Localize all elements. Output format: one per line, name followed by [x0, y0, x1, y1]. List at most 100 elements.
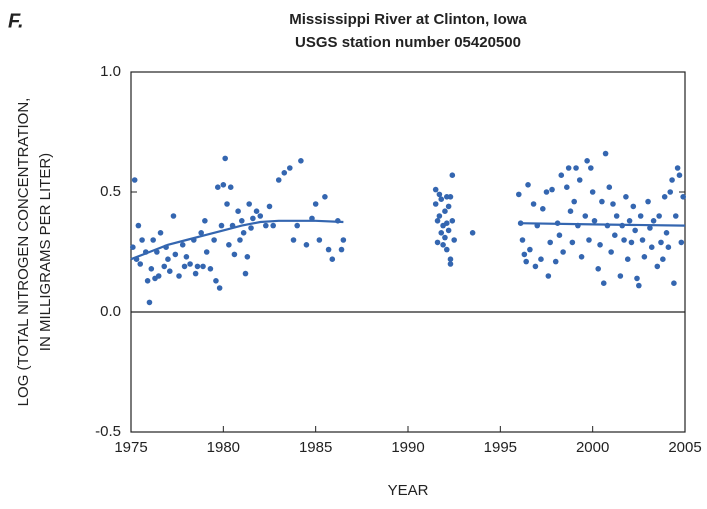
data-point — [610, 201, 616, 207]
data-point — [538, 256, 544, 263]
data-point — [628, 239, 635, 246]
data-point — [519, 237, 526, 243]
data-point — [203, 249, 210, 255]
data-point — [560, 249, 566, 255]
data-point — [222, 155, 228, 162]
x-tick-label: 2005 — [668, 439, 701, 456]
data-point — [294, 222, 301, 229]
data-point — [172, 251, 179, 258]
data-point — [654, 263, 661, 270]
data-point — [298, 158, 304, 164]
data-point — [150, 237, 156, 243]
data-point — [549, 186, 555, 193]
data-point — [599, 198, 605, 205]
data-point — [434, 218, 441, 224]
data-point — [165, 256, 171, 263]
data-point — [239, 218, 245, 224]
data-point — [187, 261, 193, 267]
data-point — [200, 263, 206, 270]
panel-label: F. — [8, 10, 24, 32]
data-point — [211, 237, 217, 243]
data-point — [226, 242, 232, 248]
data-point — [632, 227, 638, 234]
data-point — [658, 239, 664, 246]
data-point — [641, 253, 648, 260]
data-point — [155, 273, 162, 279]
data-point — [558, 172, 565, 178]
x-tick-label: 1985 — [299, 439, 332, 456]
data-point — [139, 237, 145, 243]
data-point — [257, 213, 264, 219]
data-point — [674, 165, 681, 171]
data-point — [263, 222, 269, 229]
data-point — [516, 191, 522, 198]
data-point — [521, 251, 528, 258]
data-point — [523, 258, 529, 265]
data-point — [130, 244, 136, 250]
data-point — [545, 273, 552, 279]
data-point — [329, 256, 336, 263]
y-tick-label: 0.5 — [100, 183, 121, 200]
data-point — [586, 237, 592, 243]
data-point — [540, 206, 546, 212]
data-point — [443, 246, 450, 253]
data-point — [656, 213, 662, 219]
data-point — [202, 218, 208, 224]
data-point — [527, 246, 533, 253]
data-point — [676, 172, 683, 178]
data-point — [325, 246, 332, 253]
data-point — [316, 237, 323, 243]
data-point — [340, 237, 347, 243]
data-point — [250, 215, 256, 222]
data-point — [281, 170, 288, 176]
y-tick-label: 0.0 — [100, 303, 121, 320]
y-axis-label: IN MILLIGRAMS PER LITER) — [37, 153, 54, 351]
data-point — [663, 230, 670, 236]
data-point — [220, 182, 227, 188]
data-point — [179, 242, 186, 248]
data-point — [442, 208, 448, 214]
data-point — [623, 194, 629, 200]
data-point — [449, 218, 456, 224]
data-point — [680, 194, 686, 200]
data-point — [595, 266, 602, 272]
data-point — [443, 220, 450, 226]
data-point — [207, 266, 214, 272]
data-point — [556, 232, 563, 238]
data-point — [338, 246, 345, 253]
data-point — [436, 191, 443, 198]
data-point — [565, 165, 572, 171]
data-point — [584, 158, 590, 164]
data-point — [613, 213, 620, 219]
data-point — [449, 172, 456, 178]
data-point — [235, 208, 241, 214]
data-point — [451, 237, 457, 243]
chart-title: Mississippi River at Clinton, Iowa — [289, 11, 527, 28]
data-point — [214, 184, 221, 190]
data-point — [447, 261, 454, 267]
data-point — [432, 201, 439, 207]
data-point — [606, 184, 613, 190]
x-tick-label: 1990 — [391, 439, 424, 456]
data-point — [532, 263, 539, 270]
data-point — [242, 270, 249, 277]
data-point — [213, 278, 219, 284]
data-point — [442, 234, 448, 241]
data-point — [669, 177, 675, 183]
data-point — [137, 261, 144, 267]
data-point — [248, 225, 254, 231]
data-point — [650, 218, 657, 224]
x-tick-label: 1980 — [207, 439, 240, 456]
data-point — [552, 258, 559, 265]
data-point — [639, 237, 646, 243]
data-point — [447, 194, 454, 200]
data-point — [218, 222, 225, 229]
x-axis-label: YEAR — [388, 482, 429, 499]
data-point — [591, 218, 598, 224]
trend-line — [130, 219, 686, 261]
data-point — [525, 182, 531, 188]
data-point — [227, 184, 234, 190]
data-point — [573, 165, 579, 171]
data-point — [192, 270, 199, 277]
data-point — [645, 198, 651, 205]
